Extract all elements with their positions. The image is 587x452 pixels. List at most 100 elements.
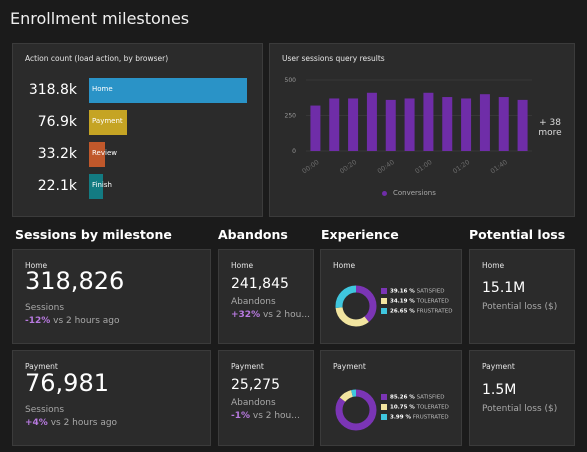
frustrated-swatch	[381, 308, 387, 314]
satisfied-label: SATISFIED	[416, 394, 445, 401]
satisfied-label: SATISFIED	[416, 288, 445, 295]
sessions-label: Sessions	[25, 405, 65, 415]
abandons-value: 241,845	[231, 276, 289, 292]
page-title: Enrollment milestones	[10, 9, 190, 28]
action-count-bar-label: Review	[92, 149, 117, 157]
donut-slice-tolerated[interactable]	[335, 285, 377, 327]
sessions-value: 318,826	[25, 267, 125, 295]
delta-text: vs 2 hours ago	[50, 316, 120, 326]
x-tick-label: 01:40	[489, 158, 509, 175]
experience-tile-home[interactable]: Home 39.16 % SATISFIED 34.19 % TOLERATED…	[320, 249, 462, 344]
heading-experience: Experience	[321, 227, 399, 242]
loss-tile-payment[interactable]: Payment 1.5M Potential loss ($)	[469, 350, 575, 446]
experience-donut	[335, 285, 377, 327]
chart-bar[interactable]	[498, 97, 509, 151]
action-count-bar[interactable]: Home	[89, 78, 247, 103]
tile-subtitle: Payment	[231, 362, 264, 371]
tolerated-pct: 34.19 %	[390, 298, 415, 305]
chart-bar[interactable]	[461, 98, 472, 151]
more-count-value: + 38	[539, 118, 561, 128]
x-tick-label: 00:20	[338, 158, 358, 175]
sessions-tile-home[interactable]: Home 318,826 Sessions -12% vs 2 hours ag…	[12, 249, 211, 344]
sessions-query-tile[interactable]: User sessions query results 500 250 0 00:00…	[269, 43, 575, 217]
delta-text: vs 2 hou...	[260, 310, 309, 320]
legend-frustrated: 3.99 % FRUSTRATED	[381, 414, 449, 421]
y-tick-label: 250	[285, 113, 297, 120]
legend-satisfied: 85.26 % SATISFIED	[381, 394, 444, 401]
action-count-value: 22.1k	[37, 178, 77, 194]
tolerated-pct: 10.75 %	[390, 404, 415, 411]
heading-potential-loss: Potential loss	[469, 227, 566, 242]
y-tick-label: 0	[292, 148, 296, 155]
delta-value: +4%	[25, 418, 48, 428]
chart-bar[interactable]	[348, 98, 359, 151]
y-tick-label: 500	[285, 77, 297, 84]
chart-bar[interactable]	[517, 99, 528, 151]
donut-slice-frustrated[interactable]	[335, 389, 377, 431]
abandons-tile-payment[interactable]: Payment 25,275 Abandons -1% vs 2 hou...	[218, 350, 314, 446]
action-count-title: Action count (load action, by browser)	[25, 54, 169, 63]
tolerated-label: TOLERATED	[416, 298, 449, 305]
tile-subtitle: Home	[482, 261, 505, 270]
delta-value: -12%	[25, 316, 51, 326]
frustrated-label: FRUSTRATED	[412, 414, 449, 421]
experience-tile-payment[interactable]: Payment 85.26 % SATISFIED 10.75 % TOLERA…	[320, 350, 462, 446]
action-count-tile[interactable]: Action count (load action, by browser) 3…	[12, 43, 263, 217]
abandons-label: Abandons	[231, 297, 276, 307]
action-count-bar[interactable]: Payment	[89, 110, 127, 135]
chart-bar[interactable]	[366, 92, 377, 151]
loss-value: 15.1M	[482, 280, 526, 296]
satisfied-pct: 39.16 %	[390, 288, 415, 295]
chart-bar[interactable]	[329, 98, 340, 151]
legend-label: Conversions	[393, 189, 436, 197]
tolerated-label: TOLERATED	[416, 404, 449, 411]
action-count-bar-label: Payment	[92, 117, 123, 125]
x-tick-label: 01:00	[414, 158, 434, 175]
action-count-bar[interactable]: Review	[89, 142, 117, 167]
chart-bar[interactable]	[310, 105, 321, 151]
x-tick-label: 00:00	[301, 158, 321, 175]
satisfied-swatch	[381, 288, 387, 294]
chart-bar[interactable]	[442, 97, 453, 151]
action-count-value: 33.2k	[37, 146, 77, 162]
loss-label: Potential loss ($)	[482, 404, 558, 414]
chart-legend[interactable]: Conversions	[382, 189, 436, 197]
legend-swatch	[382, 190, 387, 196]
action-count-bar-label: Home	[92, 85, 113, 93]
sessions-label: Sessions	[25, 303, 65, 313]
legend-satisfied: 39.16 % SATISFIED	[381, 288, 444, 295]
action-count-value: 76.9k	[37, 114, 77, 130]
frustrated-swatch	[381, 414, 387, 420]
legend-frustrated: 26.65 % FRUSTRATED	[381, 308, 452, 315]
chart-bar[interactable]	[385, 99, 396, 151]
loss-tile-home[interactable]: Home 15.1M Potential loss ($)	[469, 249, 575, 344]
sessions-value: 76,981	[25, 369, 109, 397]
sessions-tile-payment[interactable]: Payment 76,981 Sessions +4% vs 2 hours a…	[12, 350, 211, 446]
delta-text: vs 2 hours ago	[47, 418, 118, 428]
abandons-tile-home[interactable]: Home 241,845 Abandons +32% vs 2 hou...	[218, 249, 314, 344]
frustrated-pct: 3.99 %	[390, 414, 411, 421]
donut-slice-frustrated[interactable]	[335, 285, 377, 327]
x-tick-label: 00:40	[376, 158, 396, 175]
sessions-delta: +4% vs 2 hours ago	[25, 418, 117, 428]
abandons-label: Abandons	[231, 398, 276, 408]
action-count-bar[interactable]: Finish	[89, 174, 112, 199]
legend-tolerated: 10.75 % TOLERATED	[381, 404, 449, 411]
delta-value: -1%	[231, 411, 251, 421]
tile-subtitle: Home	[25, 261, 48, 270]
heading-abandons: Abandons	[218, 227, 288, 242]
sessions-bar-chart: 500 250 0 00:00 00:20 00:40 01:00 01:20 01:40	[285, 77, 532, 175]
loss-label: Potential loss ($)	[482, 302, 558, 312]
delta-value: +32%	[231, 310, 261, 320]
tolerated-swatch	[381, 298, 387, 304]
satisfied-pct: 85.26 %	[390, 394, 415, 401]
abandons-value: 25,275	[231, 377, 280, 393]
chart-bar[interactable]	[404, 98, 415, 151]
action-count-value: 318.8k	[28, 82, 77, 98]
tile-subtitle: Payment	[25, 362, 58, 371]
chart-bar[interactable]	[479, 94, 490, 151]
sessions-query-title: User sessions query results	[282, 54, 385, 63]
chart-bar[interactable]	[423, 92, 434, 151]
frustrated-pct: 26.65 %	[390, 308, 415, 315]
legend-tolerated: 34.19 % TOLERATED	[381, 298, 449, 305]
